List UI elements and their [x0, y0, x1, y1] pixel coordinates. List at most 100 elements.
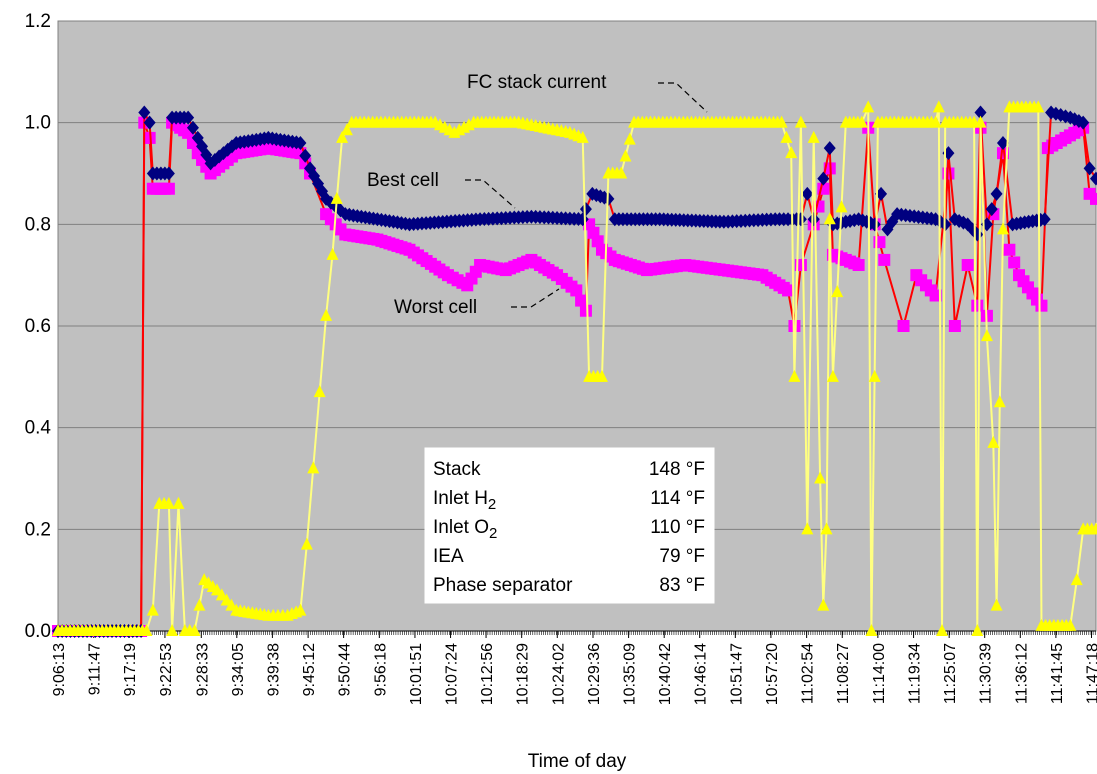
data-point [1064, 618, 1077, 631]
x-tick-label: 11:25:07 [942, 643, 959, 704]
x-tick-label: 9:56:18 [372, 643, 389, 696]
data-point [326, 247, 339, 260]
x-tick-label: 10:29:36 [586, 643, 603, 705]
x-tick-label: 11:02:54 [800, 643, 817, 704]
x-tick-label: 10:46:14 [693, 643, 710, 705]
data-point [932, 100, 945, 113]
data-point [780, 130, 793, 143]
data-point [788, 369, 801, 382]
data-point [814, 471, 827, 484]
y-tick-label: 1.0 [25, 113, 51, 134]
data-point [188, 624, 201, 636]
data-point [623, 132, 636, 145]
x-tick-label: 10:35:09 [622, 643, 639, 705]
x-tick-label: 9:06:13 [51, 643, 68, 696]
data-point [595, 369, 608, 382]
data-point [835, 200, 848, 213]
data-point [826, 369, 839, 382]
x-tick-label: 10:57:20 [764, 643, 781, 705]
x-tick-label: 10:40:42 [657, 643, 674, 705]
x-tick-label: 9:45:12 [301, 643, 318, 696]
x-tick-label: 10:18:29 [515, 643, 532, 705]
annotation-fc-stack-current: FC stack current [467, 72, 708, 113]
data-point [1035, 299, 1048, 312]
data-point [162, 182, 175, 195]
data-point [579, 304, 592, 317]
data-point [320, 308, 333, 321]
data-point [299, 148, 312, 163]
data-point [782, 284, 795, 297]
x-tick-label: 11:19:34 [907, 643, 924, 704]
data-point [875, 186, 888, 201]
data-point [300, 537, 313, 550]
data-point [1013, 269, 1026, 282]
data-point [166, 624, 179, 636]
data-point [807, 212, 820, 227]
data-point [823, 212, 836, 225]
data-point [990, 186, 1003, 201]
data-point [948, 320, 961, 332]
data-point [1003, 243, 1016, 256]
data-point [172, 496, 185, 509]
data-point [143, 115, 156, 130]
data-point [1090, 171, 1097, 186]
data-point [985, 202, 998, 217]
data-point [971, 624, 984, 636]
data-point [146, 603, 159, 616]
data-point [182, 110, 195, 125]
x-tick-label: 10:01:51 [408, 643, 425, 705]
y-tick-label: 0.2 [25, 519, 51, 540]
x-tick-label: 9:17:19 [122, 643, 139, 696]
data-point [996, 136, 1009, 150]
x-tick-label: 10:24:02 [550, 643, 567, 705]
x-axis-title: Time of day [528, 751, 627, 772]
data-point [570, 284, 583, 297]
info-row-value: 110 °F [650, 517, 705, 538]
data-point [868, 217, 881, 232]
x-tick-label: 10:51:47 [728, 643, 745, 705]
data-point [929, 115, 942, 128]
data-point [868, 369, 881, 382]
x-tick-label: 10:07:24 [444, 643, 461, 705]
series-fc-stack-current [52, 100, 1097, 636]
data-point [993, 395, 1006, 408]
annotation-label-worst-cell: Worst cell [394, 297, 477, 318]
annotation-label-best-cell: Best cell [367, 170, 439, 191]
x-tick-label: 11:08:27 [835, 643, 852, 704]
data-point [852, 259, 865, 271]
data-point [878, 253, 891, 266]
data-point [1038, 212, 1051, 227]
data-point [865, 624, 878, 636]
data-point [1021, 281, 1034, 294]
data-point [990, 598, 1003, 611]
data-point [1070, 573, 1083, 586]
annotation-best-cell: Best cell [367, 170, 516, 209]
x-tick-label: 9:34:05 [230, 643, 247, 696]
info-box-background [424, 447, 715, 604]
data-point [1090, 522, 1097, 535]
info-row-value: 79 °F [659, 546, 705, 567]
info-row-value: 83 °F [659, 575, 705, 596]
data-point [817, 598, 830, 611]
data-point [996, 222, 1009, 235]
data-point [801, 186, 814, 201]
data-point [980, 329, 993, 342]
data-point [961, 259, 974, 271]
data-point [576, 130, 589, 143]
x-tick-label: 11:14:00 [871, 643, 888, 704]
annotation-worst-cell: Worst cell [394, 288, 560, 318]
info-box: Stack 148 °F Inlet H2 114 °F Inlet O2 110 °F I… [424, 447, 715, 604]
data-point [615, 166, 628, 179]
x-tick-label: 11:36:12 [1013, 643, 1030, 704]
info-row-value: 148 °F [649, 459, 705, 480]
y-tick-label: 0.8 [25, 214, 51, 235]
data-point [330, 191, 343, 204]
data-point [294, 136, 307, 150]
info-row-label: Phase separator [433, 575, 573, 596]
data-point [817, 171, 830, 186]
data-point [987, 435, 1000, 448]
data-point [336, 130, 349, 143]
y-tick-label: 0.0 [25, 621, 51, 642]
data-point [313, 385, 326, 398]
annotation-leader-fc [658, 82, 708, 113]
